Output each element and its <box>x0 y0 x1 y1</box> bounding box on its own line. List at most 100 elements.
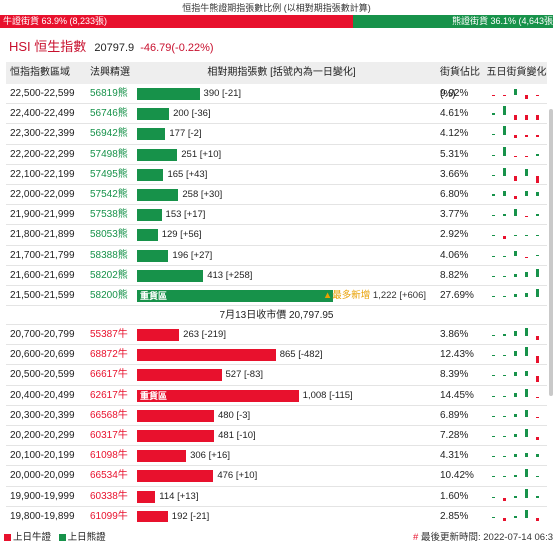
spark-bar <box>536 192 539 196</box>
product-code-link[interactable]: 62617牛 <box>90 389 128 401</box>
share-cell: 4.12% <box>440 128 469 140</box>
spark-bar <box>514 371 517 377</box>
sparkline <box>486 325 547 345</box>
sparkline <box>486 185 547 205</box>
spark-bar <box>514 234 517 237</box>
product-code-link[interactable]: 60338牛 <box>90 490 128 502</box>
contracts-label: 865 [-482] <box>279 349 323 361</box>
share-cell: 8.82% <box>440 269 469 281</box>
product-code-link[interactable]: 60317牛 <box>90 430 128 441</box>
table-row: 20,000-20,099 66534牛 476 [+10] 10.42% <box>6 466 547 487</box>
product-code-link[interactable]: 61098牛 <box>90 450 128 462</box>
product-code-link[interactable]: 56819熊 <box>90 88 128 99</box>
five-day-spark <box>486 286 547 305</box>
spark-bar <box>525 135 528 137</box>
spark-bar <box>514 453 517 458</box>
index-name[interactable]: HSI 恒生指數 <box>9 39 87 54</box>
table-row: 21,800-21,899 58053熊 129 [+56] 2.92% <box>6 225 547 246</box>
contracts-label: 1,222 [+606] <box>370 289 426 301</box>
table-row: 21,900-21,999 57538熊 153 [+17] 3.77% <box>6 205 547 226</box>
contracts-label: 200 [-36] <box>173 108 211 120</box>
index-change: -46.79(-0.22%) <box>140 42 214 54</box>
contracts-label: 1,008 [-115] <box>302 389 353 401</box>
heavy-zone-label: 重貨區 <box>140 390 168 401</box>
contracts-label: 192 [-21] <box>171 510 210 522</box>
bull-bear-ratio-bar: 牛證街貨 63.9% (8,233張) 熊證街貨 36.1% (4,643張 <box>0 15 553 28</box>
spark-bar <box>536 235 539 237</box>
range-cell: 21,900-21,999 <box>10 209 75 221</box>
spark-bar <box>525 155 528 157</box>
sparkline <box>486 286 547 306</box>
five-day-spark <box>486 487 547 506</box>
sparkline <box>486 84 547 104</box>
product-code-link[interactable]: 57542熊 <box>90 188 128 200</box>
product-code-link[interactable]: 58053熊 <box>90 229 128 241</box>
product-code-link[interactable]: 66568牛 <box>90 409 128 421</box>
sparkline <box>486 145 547 165</box>
product-code-link[interactable]: 57538熊 <box>90 209 128 221</box>
product-code-link[interactable]: 66534牛 <box>90 470 128 482</box>
range-cell: 22,200-22,299 <box>10 148 75 160</box>
spark-bar <box>503 517 506 522</box>
bear-legend-swatch <box>58 533 66 541</box>
header-code: 法興精選 <box>90 67 130 78</box>
spark-bar <box>514 115 517 120</box>
product-code-link[interactable]: 58202熊 <box>90 269 128 281</box>
contracts-bar <box>137 188 179 201</box>
table-row: 22,500-22,599 56819熊 390 [-21] 9.92% <box>6 84 547 105</box>
five-day-spark <box>486 345 547 364</box>
product-code-link[interactable]: 58200熊 <box>90 289 128 301</box>
range-cell: 22,000-22,099 <box>10 188 75 200</box>
product-code-link[interactable]: 57498熊 <box>90 148 128 160</box>
product-code-link[interactable]: 56746熊 <box>90 108 128 120</box>
range-cell: 21,700-21,799 <box>10 249 75 261</box>
spark-bar <box>514 135 517 139</box>
share-cell: 4.61% <box>440 108 469 120</box>
spark-bar <box>503 146 506 156</box>
product-code-link[interactable]: 68872牛 <box>90 349 128 361</box>
spark-bar <box>514 350 517 357</box>
product-code-link[interactable]: 66617牛 <box>90 369 128 381</box>
spark-bar <box>492 113 495 116</box>
contracts-bar <box>137 430 215 442</box>
table-row: 21,700-21,799 58388熊 196 [+27] 4.06% <box>6 246 547 266</box>
five-day-spark <box>486 84 547 103</box>
product-code-link[interactable]: 56942熊 <box>90 128 128 140</box>
spark-bar <box>503 436 506 437</box>
product-code-link[interactable]: 57495熊 <box>90 168 128 180</box>
product-code-link[interactable]: 58388熊 <box>90 249 128 261</box>
spark-bar <box>503 334 506 337</box>
contracts-label: 480 [-3] <box>217 409 251 421</box>
product-code-link[interactable]: 55387牛 <box>90 329 128 341</box>
five-day-spark <box>486 507 547 522</box>
legend: 上日牛證 上日熊證 <box>4 528 106 548</box>
contracts-label: 258 [+30] <box>182 188 223 200</box>
sparkline <box>486 487 547 507</box>
table-row: 21,500-21,599 58200熊 重貨區 ▲最多新增 1,222 [+606]… <box>6 286 547 307</box>
sparkline <box>486 365 547 385</box>
spark-bar <box>503 126 506 136</box>
table-row: 20,300-20,399 66568牛 480 [-3] 6.89% <box>6 406 547 426</box>
spark-bar <box>503 106 506 116</box>
product-code-link[interactable]: 61099牛 <box>90 510 128 522</box>
sparkline <box>486 386 547 406</box>
spark-bar <box>514 414 517 417</box>
contracts-bar <box>137 269 204 282</box>
spark-bar <box>536 254 539 257</box>
scrollbar[interactable] <box>549 109 553 396</box>
contracts-label: 196 [+27] <box>172 249 213 261</box>
table-row: 22,300-22,399 56942熊 177 [-2] 4.12% <box>6 124 547 145</box>
spark-bar <box>503 236 506 239</box>
table-row: 22,000-22,099 57542熊 258 [+30] 6.80% <box>6 185 547 206</box>
sparkline <box>486 246 547 266</box>
spark-bar <box>514 88 517 95</box>
spark-bar <box>536 495 539 498</box>
contracts-bar <box>137 409 214 422</box>
spark-bar <box>525 452 528 458</box>
spark-bar <box>503 95 506 97</box>
contracts-bar-cell: 258 [+30] <box>133 185 430 204</box>
bear-ratio-segment: 熊證街貨 36.1% (4,643張 <box>353 15 553 28</box>
up-triangle-icon: ▲ <box>322 289 333 301</box>
spark-bar <box>525 388 528 397</box>
sparkline <box>486 165 547 185</box>
